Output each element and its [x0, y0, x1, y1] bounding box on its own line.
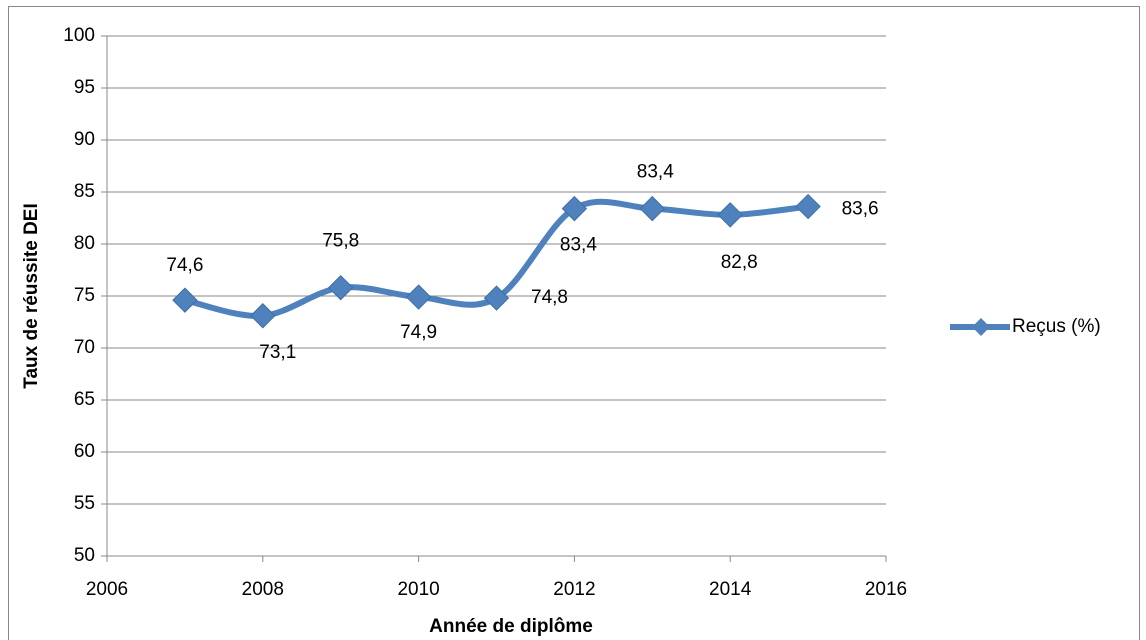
data-label: 74,6 — [166, 255, 203, 276]
marker — [327, 274, 354, 301]
x-tick-label: 2010 — [397, 579, 439, 600]
marker — [795, 193, 821, 220]
y-tick-label: 100 — [63, 25, 95, 46]
y-tick-label: 80 — [74, 233, 95, 254]
x-tick-label: 2014 — [709, 579, 752, 600]
marker — [483, 285, 510, 311]
legend-label: Reçus (%) — [1012, 316, 1101, 337]
x-axis-title: Année de diplôme — [429, 616, 593, 637]
data-label: 73,1 — [259, 342, 296, 363]
x-tick-label: 2006 — [86, 579, 128, 600]
y-tick-label: 75 — [74, 285, 95, 306]
chart-frame — [8, 6, 1140, 640]
y-tick-label: 95 — [74, 77, 95, 98]
marker — [717, 202, 743, 228]
marker — [561, 195, 588, 222]
marker — [405, 284, 432, 310]
x-tick-label: 2016 — [865, 579, 907, 600]
data-label: 83,6 — [842, 199, 879, 220]
legend-marker — [972, 318, 990, 336]
marker — [172, 287, 198, 313]
data-label: 83,4 — [560, 235, 597, 256]
x-tick-label: 2012 — [553, 579, 595, 600]
y-tick-label: 50 — [74, 545, 95, 566]
data-label: 74,8 — [531, 287, 568, 308]
y-tick-label: 65 — [74, 389, 95, 410]
y-tick-label: 70 — [74, 337, 95, 358]
y-tick-label: 90 — [74, 129, 95, 150]
data-label: 75,8 — [322, 231, 359, 252]
y-tick-label: 55 — [74, 493, 95, 514]
data-label: 82,8 — [721, 252, 758, 273]
data-label: 74,9 — [400, 322, 437, 343]
y-tick-label: 85 — [74, 181, 95, 202]
y-axis-title: Taux de réussite DEI — [21, 203, 42, 389]
x-tick-label: 2008 — [242, 579, 284, 600]
marker — [250, 303, 276, 329]
y-tick-label: 60 — [74, 441, 95, 462]
marker — [639, 195, 666, 222]
data-label: 83,4 — [637, 162, 674, 183]
